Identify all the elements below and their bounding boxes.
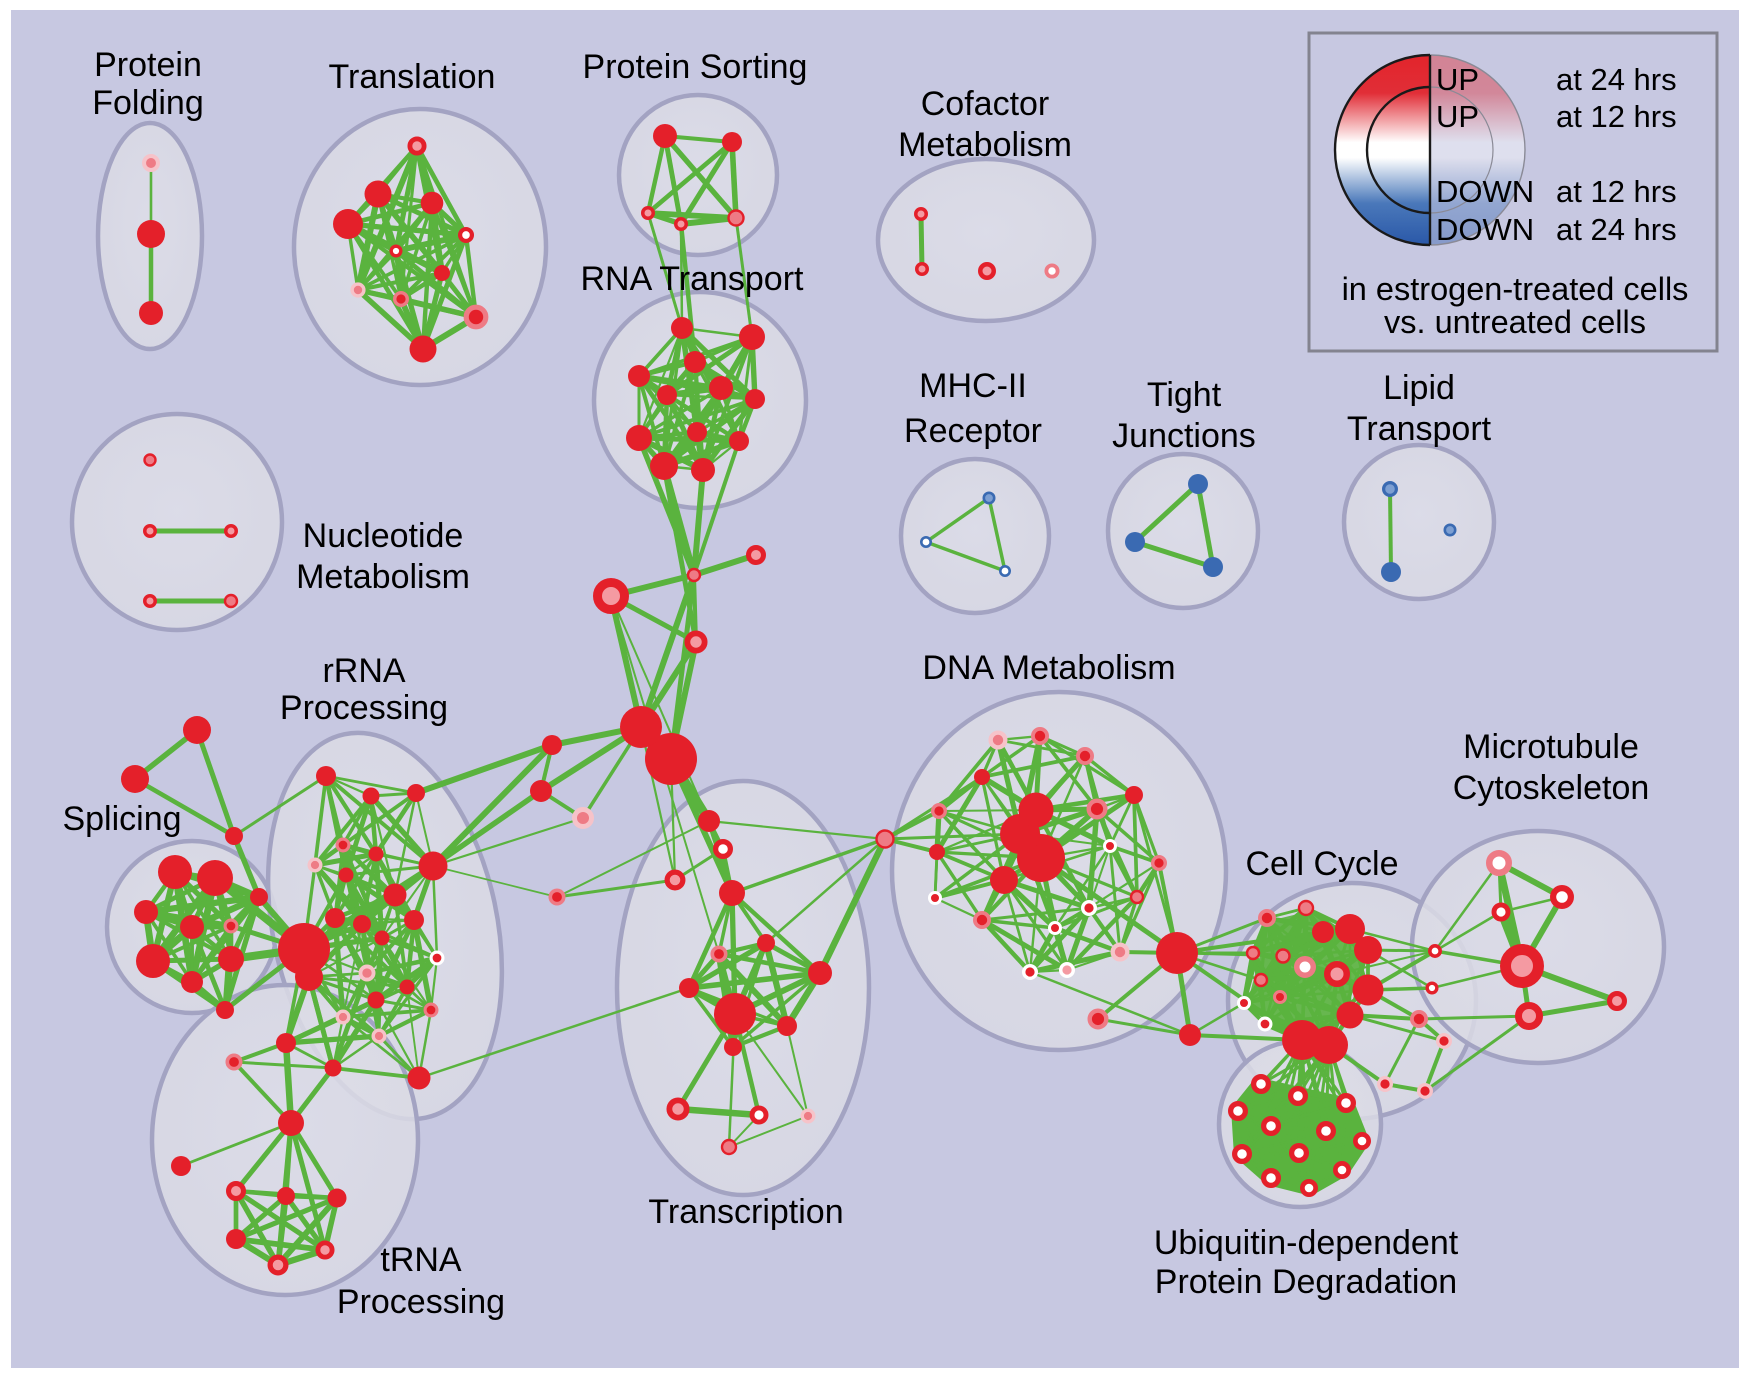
svg-text:Transport: Transport — [1347, 410, 1492, 448]
svg-text:Cytoskeleton: Cytoskeleton — [1453, 769, 1650, 807]
svg-text:Ubiquitin-dependent: Ubiquitin-dependent — [1154, 1224, 1459, 1262]
svg-text:Cell Cycle: Cell Cycle — [1245, 845, 1398, 883]
svg-text:Processing: Processing — [280, 689, 448, 727]
svg-text:UP: UP — [1436, 99, 1479, 134]
svg-text:DOWN: DOWN — [1436, 212, 1534, 247]
svg-text:vs. untreated cells: vs. untreated cells — [1384, 304, 1646, 340]
svg-text:Tight: Tight — [1147, 376, 1222, 414]
svg-text:at 24 hrs: at 24 hrs — [1556, 62, 1677, 97]
svg-text:MHC-II: MHC-II — [919, 367, 1027, 405]
svg-text:UP: UP — [1436, 62, 1479, 97]
svg-text:at 24 hrs: at 24 hrs — [1556, 212, 1677, 247]
svg-text:Translation: Translation — [329, 58, 496, 96]
svg-text:Metabolism: Metabolism — [296, 558, 470, 596]
svg-text:in estrogen-treated cells: in estrogen-treated cells — [1342, 271, 1689, 307]
svg-text:Protein Sorting: Protein Sorting — [583, 48, 808, 86]
svg-text:DOWN: DOWN — [1436, 174, 1534, 209]
svg-text:Microtubule: Microtubule — [1463, 728, 1639, 766]
svg-text:Cofactor: Cofactor — [921, 85, 1050, 123]
svg-text:Transcription: Transcription — [648, 1193, 843, 1231]
svg-text:Receptor: Receptor — [904, 412, 1042, 450]
svg-text:Nucleotide: Nucleotide — [303, 517, 464, 555]
svg-text:Protein Degradation: Protein Degradation — [1155, 1263, 1457, 1301]
svg-text:Metabolism: Metabolism — [898, 126, 1072, 164]
svg-text:Splicing: Splicing — [62, 800, 181, 838]
svg-text:DNA Metabolism: DNA Metabolism — [922, 649, 1175, 687]
svg-text:Protein: Protein — [94, 46, 202, 84]
svg-text:Junctions: Junctions — [1112, 417, 1256, 455]
svg-text:tRNA: tRNA — [380, 1241, 462, 1279]
svg-text:RNA Transport: RNA Transport — [581, 260, 805, 298]
svg-text:Lipid: Lipid — [1383, 369, 1455, 407]
svg-text:Folding: Folding — [92, 84, 204, 122]
svg-text:at 12 hrs: at 12 hrs — [1556, 99, 1677, 134]
svg-text:at 12 hrs: at 12 hrs — [1556, 174, 1677, 209]
svg-text:rRNA: rRNA — [322, 652, 405, 690]
svg-text:Processing: Processing — [337, 1283, 505, 1321]
